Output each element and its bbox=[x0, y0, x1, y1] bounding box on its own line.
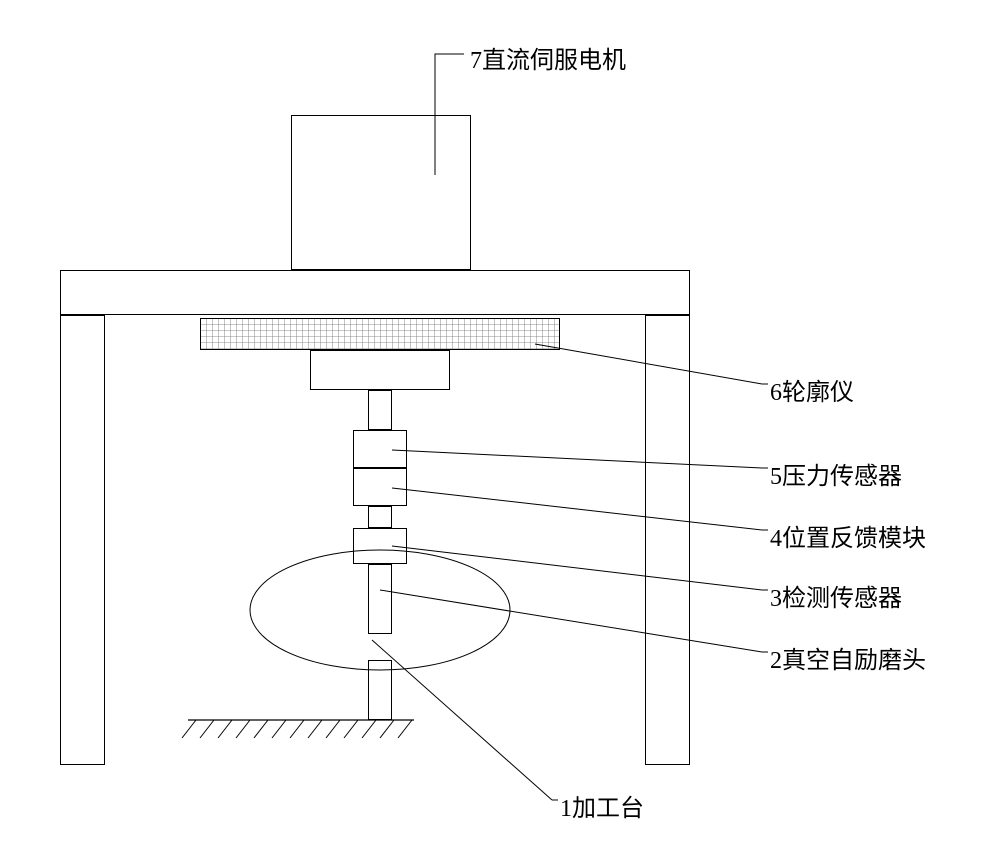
label-6-profiler: 6轮廓仪 bbox=[770, 372, 854, 407]
label-4-position-feedback: 4位置反馈模块 bbox=[770, 518, 926, 553]
diagram-canvas: 7直流伺服电机 6轮廓仪 5压力传感器 4位置反馈模块 3检测传感器 2真空自励… bbox=[0, 0, 1000, 855]
label-1-worktable: 1加工台 bbox=[560, 788, 644, 823]
label-3-detection-sensor: 3检测传感器 bbox=[770, 578, 902, 613]
leader-lines bbox=[0, 0, 1000, 855]
label-2-grinding-head: 2真空自励磨头 bbox=[770, 640, 926, 675]
label-7-motor: 7直流伺服电机 bbox=[470, 40, 626, 75]
label-5-pressure-sensor: 5压力传感器 bbox=[770, 456, 902, 491]
